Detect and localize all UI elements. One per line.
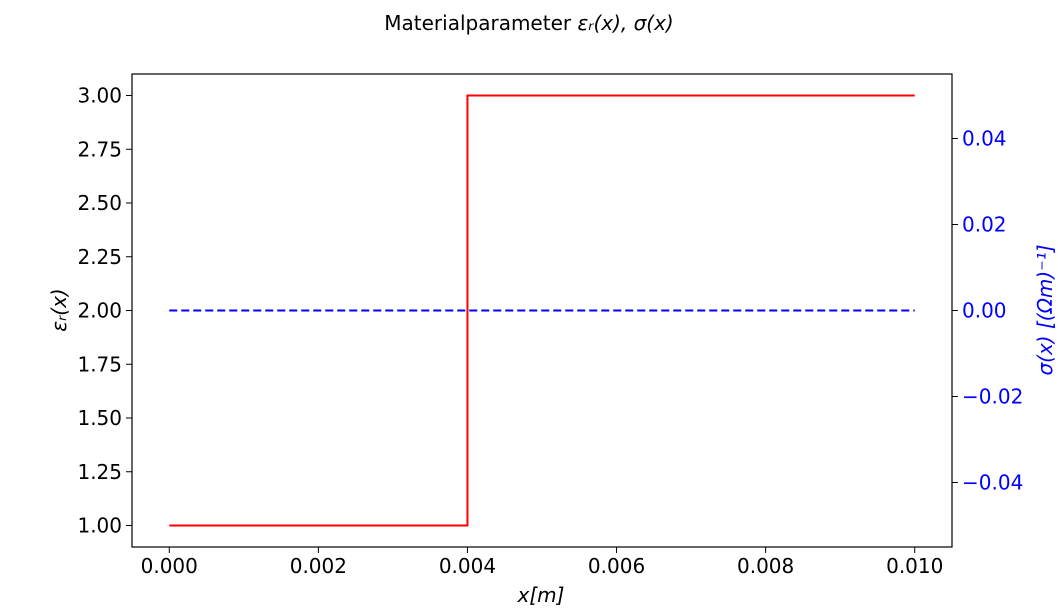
plot-area: 0.000 0.002 0.004 0.006 0.008 0.010 1.00 1.25 1.… bbox=[77, 73, 1023, 578]
x-tick-label: 0.006 bbox=[588, 554, 645, 578]
y-left-tick-label: 1.00 bbox=[77, 514, 122, 538]
x-tick-label: 0.008 bbox=[737, 554, 794, 578]
y-left-tick-label: 1.75 bbox=[77, 352, 122, 376]
chart-title-math: εᵣ(x), σ(x) bbox=[577, 11, 673, 35]
y-left-tick-label: 3.00 bbox=[77, 84, 122, 108]
y-left-tick-label: 2.00 bbox=[77, 299, 122, 323]
y-left-tick-label: 2.50 bbox=[77, 191, 122, 215]
y-axis-left-label: εᵣ(x) bbox=[47, 288, 71, 331]
y-left-tick-label: 1.50 bbox=[77, 406, 122, 430]
y-axis-right-label: σ(x) [(Ωm)⁻¹] bbox=[1033, 244, 1057, 375]
x-tick-label: 0.002 bbox=[290, 554, 347, 578]
series-line-epsilon bbox=[169, 94, 915, 527]
x-tick-label: 0.000 bbox=[141, 554, 198, 578]
x-tick-label: 0.010 bbox=[886, 554, 943, 578]
y-right-tick-label: −0.04 bbox=[962, 471, 1023, 495]
y-right-tick-label: −0.02 bbox=[962, 385, 1023, 409]
y-left-tick-label: 1.25 bbox=[77, 460, 122, 484]
chart-title-prefix: Materialparameter bbox=[384, 11, 577, 35]
y-right-tick-label: 0.02 bbox=[962, 213, 1007, 237]
x-tick-label: 0.004 bbox=[439, 554, 496, 578]
y-left-tick-label: 2.75 bbox=[77, 137, 122, 161]
y-left-tick-label: 2.25 bbox=[77, 245, 122, 269]
y-right-tick-label: 0.00 bbox=[962, 299, 1007, 323]
chart-title: Materialparameter εᵣ(x), σ(x) bbox=[384, 11, 673, 35]
y-right-tick-label: 0.04 bbox=[962, 127, 1007, 151]
x-axis-label: x[m] bbox=[517, 583, 565, 607]
